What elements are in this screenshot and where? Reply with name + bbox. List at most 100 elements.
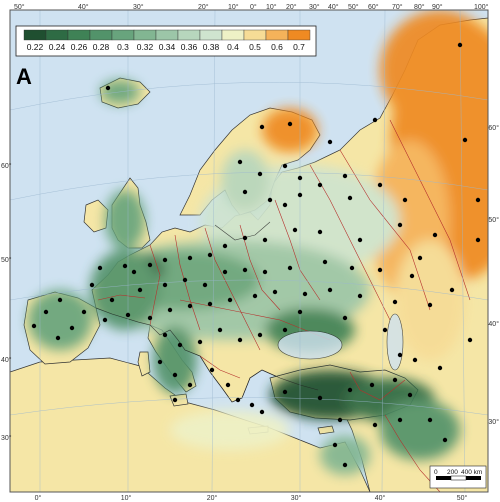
sample-point [332,442,338,448]
legend-swatch-8 [199,29,223,41]
graticule-top-13: 80° [414,3,425,11]
legend-label-7: 0.36 [181,42,198,52]
legend-swatch-10 [243,29,267,41]
sample-point [302,291,308,297]
sample-point [31,323,37,329]
sample-point [69,325,75,331]
sample-point [317,395,323,401]
land-sicily [169,393,189,407]
legend-label-12: 0.7 [293,42,305,52]
sample-point [202,282,208,288]
graticule-bottom-3: 30° [291,494,302,502]
sample-point [392,377,398,383]
sample-points [31,42,494,488]
sample-point [227,297,233,303]
sample-point [287,265,293,271]
sample-point [409,273,415,279]
legend-swatch-9 [221,29,245,41]
sample-point [147,262,153,268]
graticule-bottom-0: 0° [35,494,42,502]
sample-point [442,437,448,443]
sample-point [162,257,168,263]
scale-bar: 0 200 400 km [429,465,487,489]
sample-point [249,402,255,408]
graticule-top-9: 40° [328,3,339,11]
sample-point [257,171,263,177]
sample-point [377,267,383,273]
legend-label-6: 0.34 [159,42,176,52]
legend-label-5: 0.32 [137,42,154,52]
sample-point [282,163,288,169]
legend-label-9: 0.4 [227,42,239,52]
sample-point [449,287,455,293]
sample-point [187,255,193,261]
sample-point [262,237,268,243]
sample-point [347,387,353,393]
legend: 0.22 0.24 0.26 0.28 0.3 0.32 0.34 0.36 0.38 0.4 0.… [15,25,317,57]
sample-point [242,267,248,273]
legend-label-8: 0.38 [203,42,220,52]
graticule-top-0: 50° [14,3,25,11]
sample-point [342,315,348,321]
sample-point [252,293,258,299]
map-frame [9,9,489,493]
sample-point [267,197,273,203]
sample-point [382,327,388,333]
sample-point [167,307,173,313]
legend-label-10: 0.5 [249,42,261,52]
sample-point [357,293,363,299]
sample-point [89,282,95,288]
sample-point [102,317,108,323]
graticule [10,10,488,492]
sample-point [122,263,128,269]
graticule-top-15: 100° [474,3,489,11]
sample-point [490,173,494,177]
graticule-bottom-2: 20° [207,494,218,502]
sample-point [207,252,213,258]
legend-swatch-2 [67,29,91,41]
scale-tick-0: 0 [434,469,438,476]
sample-point [207,301,213,307]
legend-swatch-1 [45,29,69,41]
legend-swatch-4 [111,29,135,41]
sample-point [475,237,481,243]
sample-point [475,197,481,203]
graticule-left-3: 30° [1,434,12,442]
sample-point [43,309,49,315]
sample-point [109,297,115,303]
sample-point [272,289,278,295]
scale-tick-2: 400 km [461,469,482,476]
graticule-bottom-4: 40° [375,494,386,502]
sample-point [222,269,228,275]
sample-point [172,372,178,378]
graticule-right-2: 40° [488,320,499,328]
sample-point [235,397,241,403]
sample-point [292,227,298,233]
land-corsica-sardinia [137,351,151,377]
sample-point [187,382,193,388]
sample-point [397,222,403,228]
sample-point [349,265,355,271]
sample-point [157,359,163,365]
legend-label-11: 0.6 [271,42,283,52]
scale-tick-1: 200 [447,469,458,476]
sample-point [437,365,443,371]
graticule-top-8: 30° [309,3,320,11]
sample-point [407,392,413,398]
sample-point [237,337,243,343]
sample-point [237,159,243,165]
sample-point [392,299,398,305]
graticule-top-11: 60° [368,3,379,11]
sample-point [242,189,248,195]
sample-point [462,137,468,143]
legend-label-0: 0.22 [27,42,44,52]
graticule-top-2: 30° [133,3,144,11]
legend-label-2: 0.26 [71,42,88,52]
sample-point [397,352,403,358]
sample-point [372,422,378,428]
sample-point [262,269,268,275]
legend-label-3: 0.28 [93,42,110,52]
panel-label: A [16,64,32,89]
sample-point [432,232,438,238]
sample-point [162,282,168,288]
